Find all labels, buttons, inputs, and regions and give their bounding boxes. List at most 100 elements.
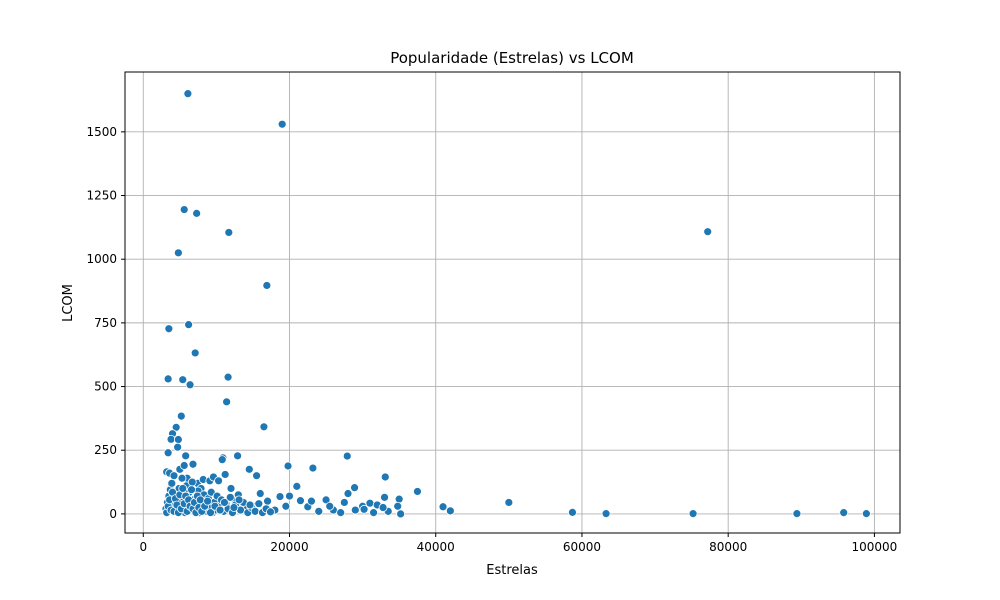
data-point [178,375,188,385]
data-point [394,494,404,504]
data-point [217,455,227,465]
x-axis-label: Estrelas [486,563,538,578]
data-point [263,496,272,506]
data-point [252,471,262,481]
data-point [192,208,202,218]
data-point [224,228,234,237]
data-point [244,464,254,474]
data-point [259,422,269,432]
data-point [214,476,223,486]
data-point [187,477,197,487]
data-point [292,481,302,491]
y-tick-label: 1500 [86,125,117,139]
data-point [277,119,287,129]
data-point [380,472,390,482]
data-point [222,397,232,407]
x-tick-label: 80000 [709,540,747,554]
data-point [275,492,285,501]
data-point [703,227,713,237]
data-point [176,411,186,421]
data-point [308,463,318,473]
x-tick-label: 60000 [563,540,601,554]
data-point [601,509,611,519]
data-point [568,507,577,517]
data-point [184,320,194,330]
data-point [281,501,291,511]
y-axis-label: LCOM [61,284,76,322]
data-point [396,509,406,519]
data-point [188,459,198,469]
data-point [688,509,698,519]
data-point [342,451,352,461]
data-point [359,504,369,514]
data-point [350,505,360,515]
y-tick-label: 0 [109,507,117,521]
data-point [438,502,448,512]
data-point [190,348,200,358]
y-tick-label: 250 [94,443,117,457]
y-tick-label: 1000 [86,252,117,266]
data-point [166,434,176,444]
data-point [178,484,188,493]
data-point [164,324,174,334]
data-point [393,501,403,511]
data-point [225,492,235,502]
data-point [336,508,346,518]
data-point [296,496,305,506]
data-point [266,507,275,517]
data-point [187,485,196,495]
data-point [413,487,422,496]
y-tick-label: 750 [94,316,117,330]
data-point [365,498,375,508]
data-point [380,492,389,502]
data-point [245,500,255,510]
data-point [173,248,183,258]
data-points [161,89,871,519]
y-axis-ticks: 0 250 500 750 1000 1250 1500 [86,125,125,521]
x-axis-ticks: 0 20000 40000 60000 80000 100000 [139,533,897,554]
data-point [163,374,173,384]
data-point [215,505,225,515]
data-point [283,461,293,471]
data-point [307,496,316,506]
chart-title: Popularidade (Estrelas) vs LCOM [390,49,634,67]
data-point [233,451,242,461]
x-tick-label: 100000 [852,540,898,554]
data-point [314,506,324,516]
data-point [504,498,514,507]
data-point [325,501,335,511]
data-point [226,484,236,493]
data-point [262,281,272,290]
y-tick-label: 1250 [86,189,117,203]
data-point [339,498,349,507]
data-point [234,495,244,505]
plot-frame [124,71,901,534]
grid-lines [125,72,900,533]
data-point [343,489,353,498]
data-point [255,489,265,498]
data-point [179,205,189,214]
data-point [181,451,191,461]
data-point [173,442,183,452]
y-tick-label: 500 [94,380,117,394]
x-tick-label: 0 [139,540,147,554]
data-point [179,461,189,470]
data-point [177,473,187,483]
data-point [183,89,193,99]
data-point [220,498,229,507]
data-point [445,506,455,516]
data-point [229,503,239,512]
data-point [223,372,233,382]
data-point [169,471,179,481]
data-point [173,435,183,444]
data-point [285,491,294,501]
data-point [350,483,359,493]
data-point [185,380,195,390]
data-point [203,496,213,506]
data-point [369,508,378,518]
data-point [378,503,388,512]
data-point [206,508,215,518]
data-point [220,470,230,479]
data-point [839,508,849,518]
